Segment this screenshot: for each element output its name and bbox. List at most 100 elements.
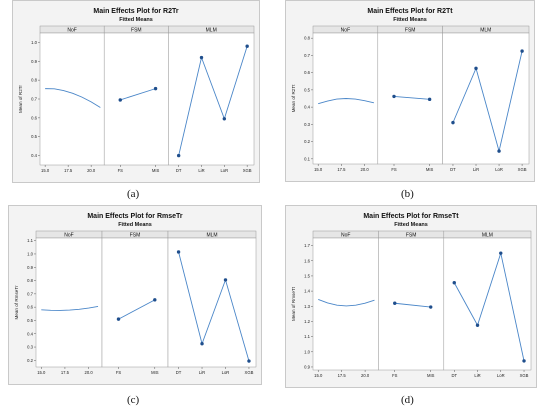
y-tick-label: 0.6 bbox=[304, 70, 310, 75]
facet-plot-area bbox=[378, 237, 445, 371]
facet-plot-area bbox=[35, 237, 103, 368]
fsm-line bbox=[394, 302, 431, 308]
fsm-point-fs bbox=[116, 317, 121, 321]
y-tick-label: 0.7 bbox=[27, 291, 33, 296]
x-tick-label: MIS bbox=[152, 168, 160, 173]
chart-panel-c: Main Effects Plot for RmseTr Fitted Means… bbox=[8, 205, 262, 385]
facet-label-nof: NoF bbox=[341, 27, 350, 33]
x-tick-label: MIS bbox=[426, 167, 434, 172]
fsm-point-fs bbox=[118, 98, 122, 102]
x-tick-label: 17.5 bbox=[338, 373, 347, 378]
x-tick-label: XGB bbox=[518, 167, 527, 172]
y-tick-label: 0.9 bbox=[304, 364, 310, 369]
caption-a: (a) bbox=[127, 188, 140, 200]
facet-plot-area bbox=[168, 32, 255, 166]
mlm-point-lir bbox=[199, 55, 204, 60]
mlm-point-dt bbox=[176, 250, 181, 254]
fsm-point-mis bbox=[153, 86, 158, 91]
x-tick-label: 17.5 bbox=[337, 167, 346, 172]
x-tick-label: DT bbox=[450, 167, 456, 172]
nof-curve bbox=[318, 299, 375, 307]
y-tick-label: 1.5 bbox=[304, 273, 310, 278]
y-tick-label: 0.9 bbox=[31, 59, 37, 64]
facet-label-nof: NoF bbox=[341, 232, 350, 238]
x-tick-label: LiR bbox=[474, 373, 480, 378]
facet-label-fsm: FSM bbox=[130, 232, 141, 238]
x-tick-label: LiR bbox=[198, 168, 204, 173]
facet-label-mlm: MLM bbox=[206, 232, 217, 238]
mlm-line bbox=[178, 251, 250, 362]
y-tick-label: 0.8 bbox=[304, 36, 310, 41]
y-tick-label: 0.2 bbox=[27, 358, 33, 363]
facet-label-fsm: FSM bbox=[131, 27, 142, 33]
mlm-point-xgb bbox=[245, 44, 249, 48]
mlm-point-lor bbox=[223, 278, 228, 282]
x-tick-label: 20.0 bbox=[361, 373, 370, 378]
facet-label-fsm: FSM bbox=[405, 27, 416, 33]
mlm-point-xgb bbox=[247, 359, 251, 363]
chart-title: Main Effects Plot for RmseTr bbox=[87, 213, 183, 220]
fsm-line bbox=[118, 299, 156, 320]
facet-label-mlm: MLM bbox=[206, 27, 217, 33]
y-tick-label: 1.6 bbox=[304, 258, 310, 263]
mlm-point-lir bbox=[200, 342, 204, 346]
chart-svg-b: Main Effects Plot for R2Tt Fitted Means Me… bbox=[285, 0, 535, 182]
x-tick-label: XGB bbox=[520, 373, 529, 378]
x-tick-label: LoR bbox=[220, 168, 228, 173]
fsm-point-mis bbox=[153, 298, 157, 302]
mlm-point-xgb bbox=[522, 359, 526, 363]
mlm-point-lor bbox=[499, 251, 503, 255]
y-axis-label: Mean of RmseTt bbox=[291, 286, 296, 321]
y-tick-label: 1.7 bbox=[304, 243, 310, 248]
facet-plot-area bbox=[101, 237, 169, 368]
x-tick-label: LoR bbox=[222, 370, 230, 375]
y-tick-label: 0.5 bbox=[304, 87, 310, 92]
y-axis-label: Mean of RmseTr bbox=[14, 285, 19, 320]
x-tick-label: MIS bbox=[151, 370, 159, 375]
y-tick-label: 0.6 bbox=[27, 305, 33, 310]
mlm-point-lor bbox=[497, 149, 501, 153]
y-tick-label: 0.3 bbox=[27, 345, 33, 350]
facet-plot-area bbox=[442, 32, 530, 165]
mlm-line bbox=[453, 251, 525, 361]
x-tick-label: 15.0 bbox=[41, 168, 50, 173]
fsm-point-fs bbox=[392, 94, 396, 99]
facet-label-nof: NoF bbox=[64, 232, 73, 238]
chart-subtitle: Fitted Means bbox=[393, 17, 427, 23]
chart-svg-c: Main Effects Plot for RmseTr Fitted Means… bbox=[8, 205, 262, 385]
facet-label-mlm: MLM bbox=[482, 232, 493, 238]
x-tick-label: FS bbox=[391, 167, 397, 172]
x-tick-label: FS bbox=[392, 373, 398, 378]
y-tick-label: 0.6 bbox=[31, 115, 37, 120]
facet-label-fsm: FSM bbox=[406, 232, 417, 238]
facet-plot-area bbox=[443, 237, 532, 371]
chart-title: Main Effects Plot for R2Tt bbox=[367, 8, 453, 15]
y-tick-label: 0.2 bbox=[304, 139, 310, 144]
chart-subtitle: Fitted Means bbox=[118, 222, 152, 228]
y-axis-label: Mean of R2Tt bbox=[291, 84, 296, 113]
facet-plot-area bbox=[312, 237, 379, 371]
mlm-point-dt bbox=[451, 120, 455, 125]
y-tick-label: 0.4 bbox=[304, 105, 310, 110]
facet-plot-area bbox=[377, 32, 443, 165]
mlm-point-lir bbox=[475, 323, 480, 327]
y-tick-label: 0.9 bbox=[27, 265, 33, 270]
chart-panel-d: Main Effects Plot for RmseTt Fitted Means… bbox=[285, 205, 537, 388]
fsm-line bbox=[120, 88, 156, 101]
facet-plot-area bbox=[103, 32, 169, 166]
mlm-line bbox=[452, 50, 523, 152]
x-tick-label: 15.0 bbox=[314, 167, 323, 172]
nof-curve bbox=[45, 88, 101, 108]
y-tick-label: 0.1 bbox=[304, 156, 310, 161]
chart-subtitle: Fitted Means bbox=[119, 17, 153, 23]
facet-plot-area bbox=[39, 32, 105, 166]
x-tick-label: LoR bbox=[497, 373, 505, 378]
mlm-point-dt bbox=[452, 281, 456, 285]
x-tick-label: 20.0 bbox=[85, 370, 94, 375]
chart-panel-b: Main Effects Plot for R2Tt Fitted Means Me… bbox=[285, 0, 535, 182]
y-tick-label: 0.3 bbox=[304, 122, 310, 127]
caption-c: (c) bbox=[127, 394, 140, 406]
y-tick-label: 1.3 bbox=[304, 304, 310, 309]
x-tick-label: DT bbox=[176, 370, 182, 375]
y-tick-label: 0.7 bbox=[304, 53, 310, 58]
